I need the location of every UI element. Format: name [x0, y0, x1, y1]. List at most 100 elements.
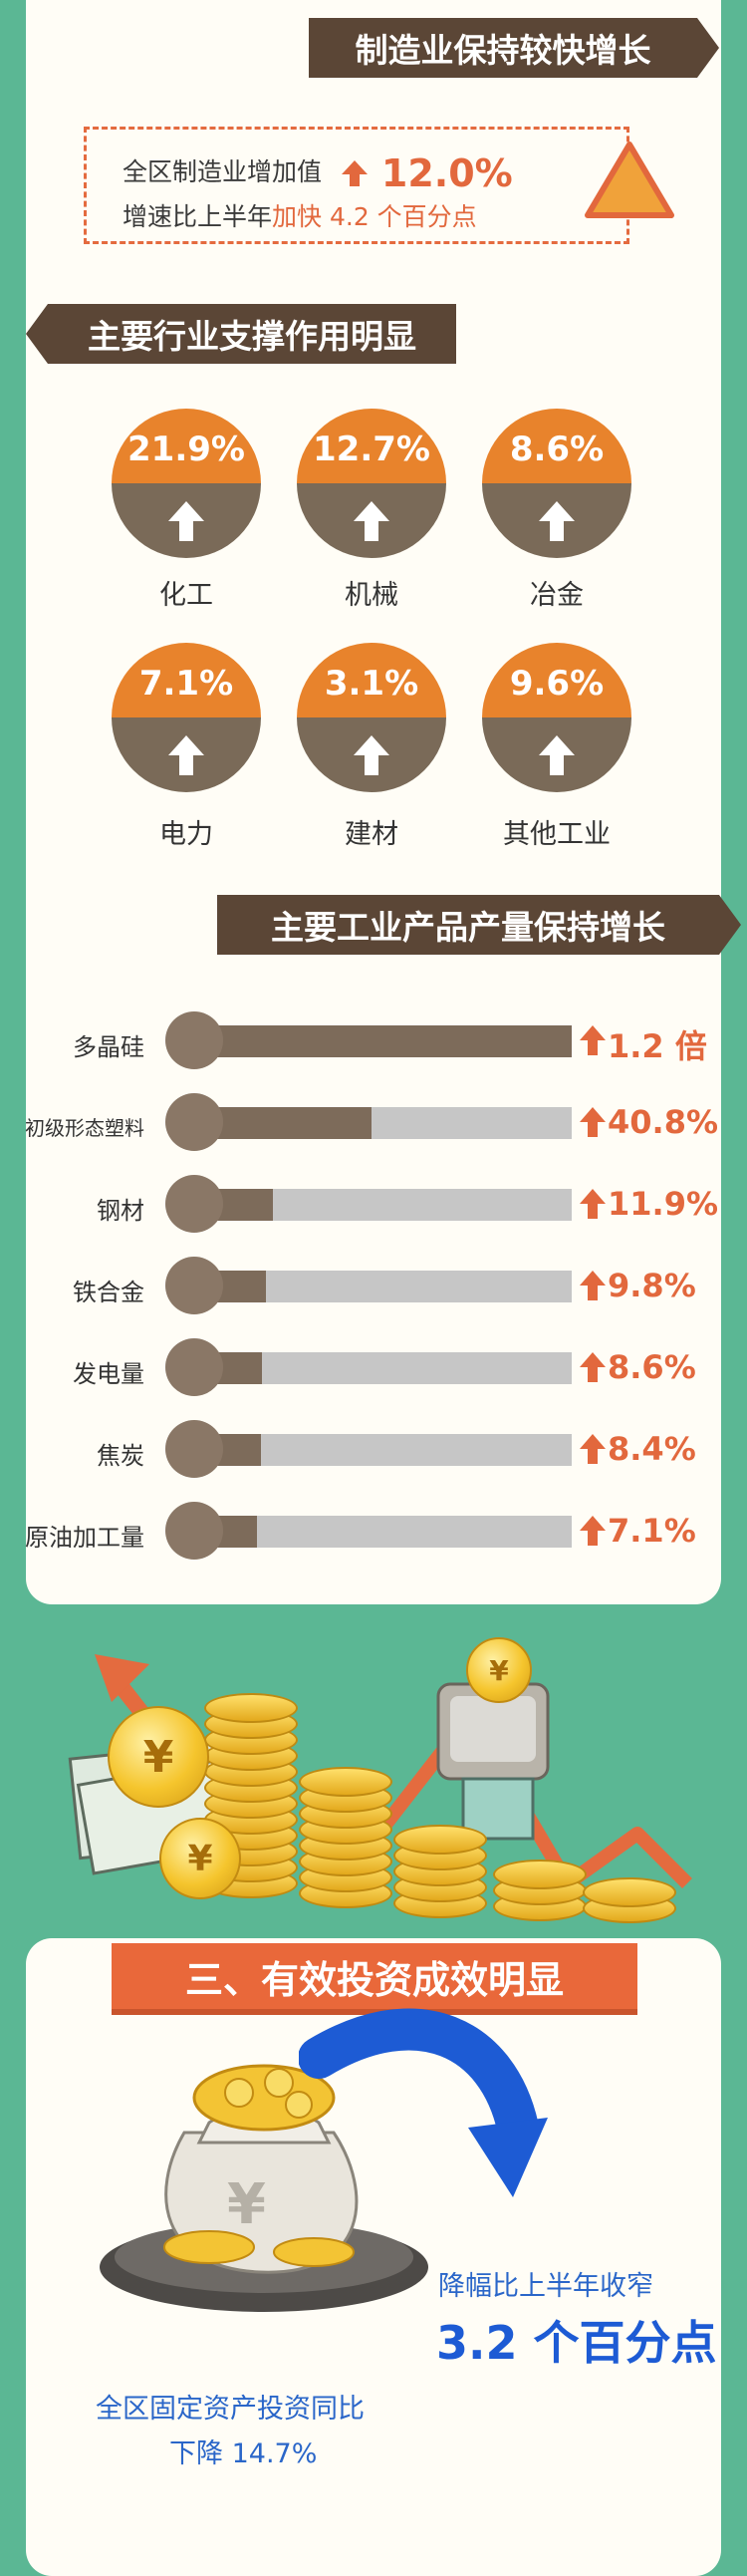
product-bar-dot	[165, 1257, 223, 1314]
up-arrow-icon	[580, 1516, 606, 1546]
up-arrow-icon	[580, 1352, 606, 1382]
industry-label: 化工	[159, 580, 213, 611]
up-arrow-icon	[354, 500, 389, 541]
up-arrow-icon	[168, 500, 204, 541]
product-row: 多晶硅 1.2 倍	[0, 1011, 707, 1071]
coin-disc	[493, 1860, 587, 1889]
decline-note: 降幅比上半年收窄	[438, 2271, 653, 2302]
up-arrow-icon	[539, 500, 575, 541]
manufacturing-growth-value: 12.0%	[380, 151, 513, 195]
industry-value: 9.6%	[509, 664, 605, 704]
product-growth-value: 9.8%	[608, 1267, 696, 1304]
warning-triangle-icon	[585, 142, 674, 218]
up-arrow-icon	[580, 1025, 606, 1055]
industry-circle-machinery: 12.7%	[297, 409, 446, 558]
industry-label: 电力	[159, 819, 213, 850]
industry-circle-power: 7.1%	[112, 643, 261, 792]
industry-label: 其他工业	[503, 819, 611, 850]
up-arrow-icon	[341, 160, 368, 186]
product-row: 发电量 8.6%	[0, 1338, 697, 1398]
product-growth-value: 8.6%	[608, 1348, 696, 1386]
manufacturing-banner: 制造业保持较快增长	[309, 18, 719, 78]
product-bar-dot	[165, 1011, 223, 1069]
product-bar-dot	[165, 1093, 223, 1151]
product-name: 铁合金	[73, 1279, 144, 1306]
industry-label: 建材	[345, 819, 398, 850]
investment-banner: 三、有效投资成效明显	[112, 1943, 637, 2009]
product-growth-value: 11.9%	[608, 1185, 719, 1223]
product-bar-dot	[165, 1420, 223, 1478]
industry-value: 7.1%	[138, 664, 234, 704]
product-bar-track	[195, 1434, 572, 1466]
coin-icon: ¥	[108, 1706, 209, 1808]
product-name: 多晶硅	[73, 1033, 144, 1061]
product-name: 焦炭	[97, 1442, 144, 1470]
product-bar-track	[195, 1189, 572, 1221]
coin-disc	[393, 1825, 487, 1855]
product-bar-track	[195, 1516, 572, 1548]
product-bar-track	[195, 1352, 572, 1384]
industry-circle-chemical: 21.9%	[112, 409, 261, 558]
product-name: 原油加工量	[25, 1524, 144, 1552]
product-bar-fill	[195, 1107, 372, 1139]
manufacturing-compare-label: 增速比上半年	[123, 202, 273, 231]
money-bag-illustration	[100, 2064, 428, 2312]
products-banner-title: 主要工业产品产量保持增长	[271, 908, 665, 947]
industry-label: 机械	[345, 580, 398, 611]
down-arrow-icon	[299, 2008, 548, 2197]
up-arrow-icon	[580, 1189, 606, 1219]
product-name: 钢材	[97, 1197, 144, 1225]
coin-disc	[583, 1877, 676, 1907]
investment-banner-title: 三、有效投资成效明显	[184, 1957, 564, 2002]
product-growth-value: 1.2 倍	[608, 1027, 707, 1065]
up-arrow-icon	[580, 1434, 606, 1464]
industries-banner-title: 主要行业支撑作用明显	[88, 317, 416, 356]
up-arrow-icon	[168, 734, 204, 775]
product-growth-value: 7.1%	[608, 1512, 696, 1550]
product-name: 发电量	[73, 1360, 144, 1388]
investment-caption-value: 下降 14.7%	[169, 2438, 318, 2469]
product-row: 原油加工量 7.1%	[0, 1502, 697, 1562]
manufacturing-line2: 增速比上半年加快 4.2 个百分点	[123, 197, 477, 233]
industry-value: 8.6%	[509, 429, 605, 469]
top-card	[26, 0, 721, 1604]
yuan-symbol: ¥	[227, 2172, 266, 2237]
up-arrow-icon	[580, 1271, 606, 1300]
product-name: 初级形态塑料	[25, 1116, 144, 1140]
manufacturing-line1: 全区制造业增加值 12.0%	[123, 151, 513, 195]
product-row: 焦炭 8.4%	[0, 1420, 697, 1480]
coin-disc	[299, 1767, 392, 1797]
product-row: 钢材 11.9%	[0, 1175, 718, 1235]
up-arrow-icon	[539, 734, 575, 775]
industry-value: 3.1%	[324, 664, 419, 704]
product-growth-value: 8.4%	[608, 1430, 696, 1468]
up-arrow-icon	[354, 734, 389, 775]
product-bar-fill	[195, 1025, 572, 1057]
industry-circle-metallurgy: 8.6%	[482, 409, 631, 558]
industry-circle-other: 9.6%	[482, 643, 631, 792]
product-growth-value: 40.8%	[608, 1103, 719, 1141]
coin-icon: ¥	[466, 1637, 532, 1703]
industry-label: 冶金	[530, 580, 584, 611]
industry-circle-building-materials: 3.1%	[297, 643, 446, 792]
manufacturing-label: 全区制造业增加值	[123, 157, 323, 186]
coin-disc	[204, 1693, 298, 1723]
product-bar-track	[195, 1271, 572, 1302]
product-row: 铁合金 9.8%	[0, 1257, 697, 1316]
manufacturing-box: 全区制造业增加值 12.0% 增速比上半年加快 4.2 个百分点	[84, 127, 629, 244]
industries-banner: 主要行业支撑作用明显	[26, 304, 456, 364]
product-bar-dot	[165, 1502, 223, 1560]
manufacturing-compare-value: 加快 4.2 个百分点	[272, 202, 477, 231]
product-bar-track	[195, 1025, 572, 1057]
product-bar-dot	[165, 1175, 223, 1233]
product-row: 初级形态塑料 40.8%	[0, 1093, 718, 1153]
decline-value: 3.2 个百分点	[436, 2316, 717, 2370]
industry-value: 12.7%	[313, 429, 430, 469]
products-banner: 主要工业产品产量保持增长	[217, 895, 741, 955]
industry-value: 21.9%	[127, 429, 245, 469]
investment-caption: 全区固定资产投资同比	[96, 2394, 365, 2425]
up-arrow-icon	[580, 1107, 606, 1137]
product-bar-track	[195, 1107, 572, 1139]
coin-icon: ¥	[159, 1818, 241, 1899]
manufacturing-banner-title: 制造业保持较快增长	[355, 31, 651, 70]
